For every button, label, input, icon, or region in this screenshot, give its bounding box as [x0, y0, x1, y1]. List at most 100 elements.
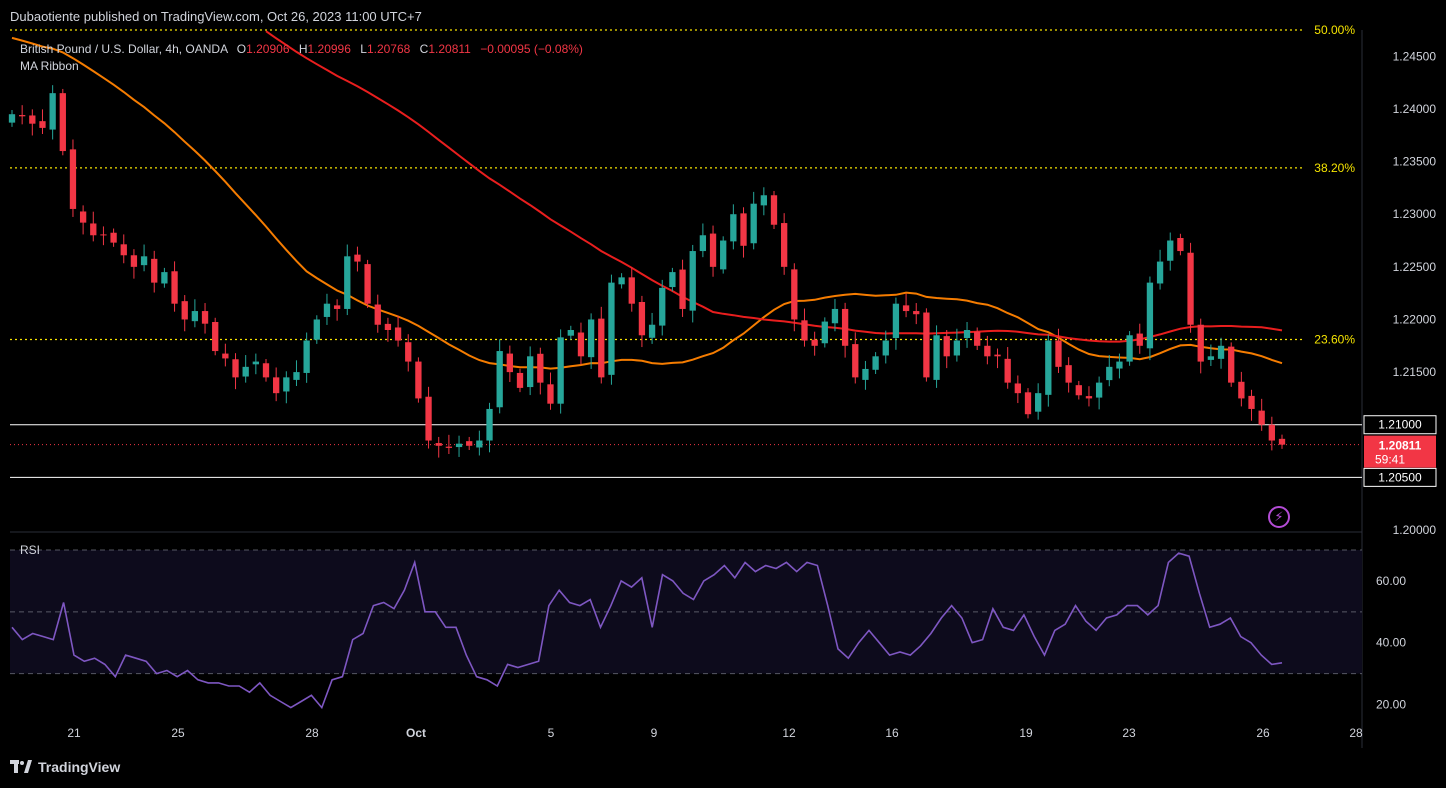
candles-layer	[8, 85, 1286, 458]
candle-body	[821, 321, 828, 344]
candle-body	[8, 114, 16, 123]
time-tick-label: 21	[67, 726, 81, 740]
lightning-icon[interactable]: ⚡	[1268, 506, 1290, 528]
candle-body	[1238, 381, 1245, 399]
ma-ribbon-layer	[11, 30, 1283, 370]
candle-body	[1116, 361, 1123, 369]
candle-body	[364, 264, 371, 304]
candle-body	[161, 272, 168, 284]
rsi-layer	[10, 549, 1362, 710]
time-tick-label: 5	[548, 726, 555, 740]
fib-level-label: 50.00%	[1314, 23, 1355, 37]
candle-body	[709, 233, 717, 267]
candle-body	[902, 305, 910, 312]
support-price-tag-label: 1.21000	[1378, 418, 1422, 432]
axis-layer: 1.24500 1.24000 1.23500 1.23000 1.22500 1.220…	[67, 49, 1437, 740]
price-tick-label: 1.22500	[1393, 260, 1437, 274]
change-value: −0.00095 (−0.08%)	[480, 42, 583, 56]
price-tick-label: 1.20000	[1393, 523, 1437, 537]
candle-body	[69, 149, 77, 209]
candle-body	[445, 446, 453, 448]
footer-brand: TradingView	[10, 759, 120, 775]
candle-body	[1217, 345, 1225, 359]
candle-body	[547, 384, 554, 404]
close-label: C	[419, 42, 429, 56]
support-price-tag	[1363, 415, 1437, 435]
candle-body	[1167, 240, 1174, 261]
candle-body	[222, 353, 229, 359]
rsi-panel-title[interactable]: RSI	[20, 543, 41, 557]
symbol-legend: British Pound / U.S. Dollar, 4h, OANDA O…	[20, 40, 583, 59]
candle-body	[669, 272, 676, 288]
indicator-legend[interactable]: MA Ribbon	[20, 59, 79, 73]
candle-body	[720, 240, 727, 270]
candle-body	[333, 305, 341, 309]
candle-body	[1187, 252, 1194, 325]
candle-body	[648, 324, 656, 338]
candle-body	[90, 223, 97, 236]
candle-body	[730, 214, 737, 242]
candle-body	[862, 368, 869, 380]
candle-body	[1085, 396, 1093, 399]
fib-level-label: 38.20%	[1314, 161, 1355, 175]
tradingview-logo-icon	[10, 760, 32, 773]
candle-countdown: 59:41	[1375, 453, 1405, 467]
candle-body	[516, 372, 524, 388]
candle-body	[628, 277, 635, 304]
symbol-name: British Pound / U.S. Dollar, 4h, OANDA	[20, 42, 228, 56]
candle-body	[49, 93, 56, 130]
candle-body	[1278, 438, 1286, 445]
time-tick-label: 23	[1122, 726, 1136, 740]
candle-body	[1065, 365, 1072, 383]
price-tick-label: 1.24500	[1393, 49, 1437, 63]
current-price-tag	[1364, 435, 1436, 468]
low-label: L	[360, 42, 367, 56]
candle-body	[577, 332, 585, 357]
candle-body	[1197, 324, 1204, 362]
candle-body	[618, 277, 625, 285]
candle-body	[476, 440, 483, 448]
ma-fast-line	[11, 36, 1283, 370]
time-tick-label: 26	[1256, 726, 1270, 740]
candle-body	[455, 443, 463, 448]
current-price-value: 1.20811	[1379, 439, 1422, 453]
candle-body	[242, 366, 249, 377]
candle-body	[699, 235, 707, 252]
candle-body	[557, 337, 564, 404]
candle-body	[1055, 340, 1062, 367]
candle-body	[1024, 392, 1032, 415]
candle-body	[933, 335, 940, 380]
candle-body	[913, 311, 920, 315]
candle-body	[151, 258, 158, 283]
price-tick-label: 1.23500	[1393, 155, 1437, 169]
time-tick-label: Oct	[406, 726, 426, 740]
candle-body	[496, 351, 503, 408]
price-tick-label: 1.22000	[1393, 312, 1437, 326]
fib-level-label: 23.60%	[1314, 332, 1355, 346]
candle-body	[1126, 335, 1133, 362]
open-value: 1.20906	[246, 42, 290, 56]
price-tick-label: 1.24000	[1393, 102, 1437, 116]
candle-body	[283, 377, 290, 392]
candle-body	[953, 340, 961, 356]
candle-body	[1177, 238, 1184, 252]
candle-body	[760, 195, 767, 206]
time-tick-label: 25	[171, 726, 185, 740]
price-tick-label: 1.23000	[1393, 207, 1437, 221]
candle-body	[1045, 340, 1052, 395]
high-value: 1.20996	[307, 42, 351, 56]
time-tick-label: 19	[1019, 726, 1033, 740]
rsi-tick-label: 20.00	[1376, 698, 1406, 712]
candle-body	[943, 336, 950, 357]
candle-body	[1004, 358, 1011, 383]
candle-body	[587, 319, 595, 358]
candle-body	[486, 408, 493, 441]
candle-body	[303, 340, 310, 373]
close-value: 1.20811	[428, 42, 471, 56]
support-price-tag-label: 1.20500	[1378, 470, 1422, 484]
candle-body	[1106, 366, 1113, 381]
candle-body	[181, 301, 188, 320]
candle-body	[19, 115, 26, 117]
